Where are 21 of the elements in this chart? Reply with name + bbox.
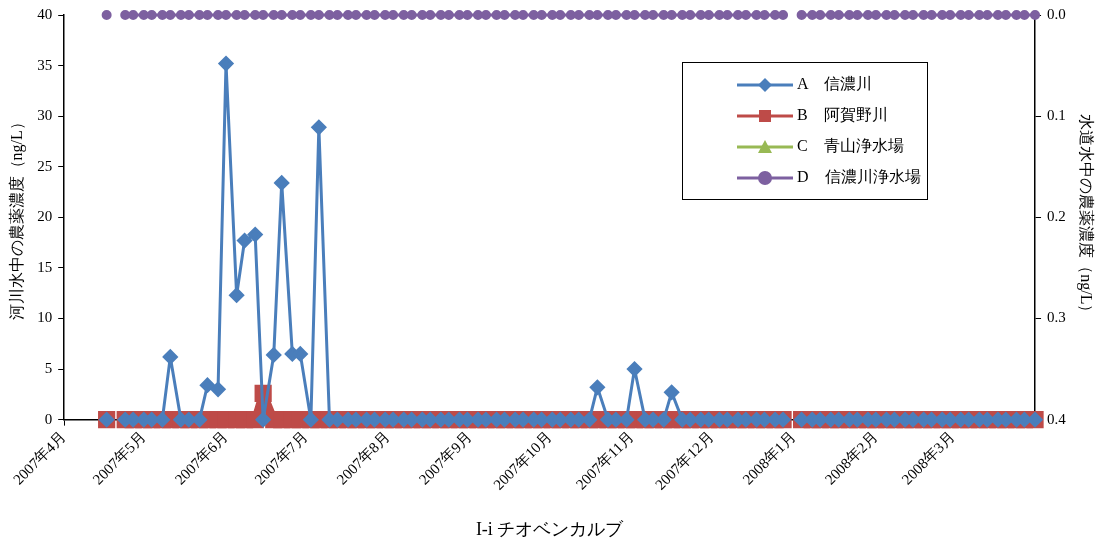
legend-label: A 信濃川 [797, 74, 872, 94]
y-tick-label: 25 [37, 157, 53, 174]
legend-label: D 信濃川浄水場 [797, 167, 921, 187]
y-tick-label: 35 [37, 56, 53, 73]
y-tick-label: 10 [37, 309, 53, 326]
y2-axis-title: 水道水中の農薬濃度（ng/L） [1077, 114, 1096, 321]
y2-tick-label: 0.2 [1047, 208, 1066, 225]
y-axis-title: 河川水中の農薬濃度（ng/L） [7, 114, 26, 321]
legend-label: B 阿賀野川 [797, 105, 888, 125]
y2-tick-label: 0.3 [1047, 309, 1066, 326]
y-tick-label: 40 [37, 5, 53, 22]
y2-tick-label: 0.1 [1047, 107, 1066, 124]
legend-label: C 青山浄水場 [797, 136, 904, 156]
y-tick-label: 20 [37, 208, 53, 225]
x-axis-title: I-i チオベンカルブ [475, 518, 625, 539]
y-tick-label: 15 [37, 258, 53, 275]
y2-tick-label: 0.4 [1047, 410, 1067, 427]
y-tick-label: 0 [44, 410, 53, 427]
y2-tick-label: 0.0 [1047, 5, 1066, 22]
y-tick-label: 30 [37, 107, 53, 124]
y-tick-label: 5 [44, 360, 53, 376]
